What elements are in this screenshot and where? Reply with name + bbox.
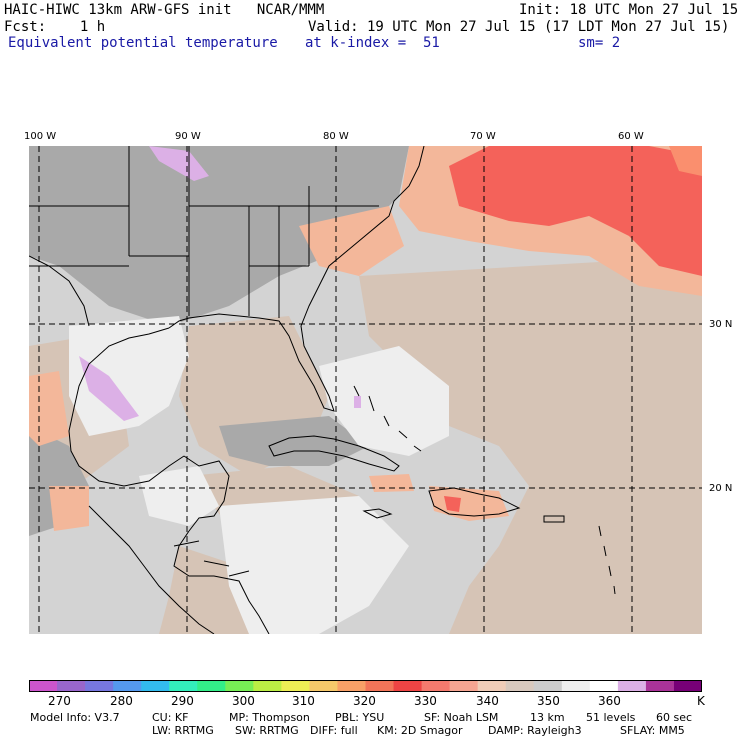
footer-pbl: PBL: YSU <box>335 711 385 724</box>
graticule <box>29 146 702 634</box>
footer-levels: 51 levels <box>586 711 636 724</box>
coast-central-america <box>173 530 270 634</box>
footer-resolution: 13 km <box>530 711 565 724</box>
coast-cuba <box>268 435 400 472</box>
color-legend <box>29 680 702 692</box>
footer-diff: DIFF: full <box>310 724 358 737</box>
footer-sf: SF: Noah LSM <box>424 711 499 724</box>
footer-timestep: 60 sec <box>656 711 693 724</box>
tan-field-east <box>359 256 702 634</box>
footer-mp: MP: Thompson <box>229 711 310 724</box>
legend-swatch-3 <box>113 680 142 692</box>
legend-label-310: 310 <box>292 694 315 708</box>
coast-us-east <box>168 146 425 412</box>
legend-swatch-7 <box>225 680 254 692</box>
white-field-yucatan <box>139 466 219 526</box>
legend-swatch-4 <box>141 680 170 692</box>
peach-spot-hispaniola <box>429 486 509 521</box>
peach-field-carolinas <box>299 206 404 276</box>
legend-swatch-13 <box>393 680 423 692</box>
smoothing: sm= 2 <box>578 35 621 51</box>
legend-label-340: 340 <box>476 694 499 708</box>
legend-swatch-21 <box>617 680 647 692</box>
legend-swatch-19 <box>561 680 591 692</box>
coast-lesser-antilles <box>598 525 616 595</box>
legend-label-290: 290 <box>171 694 194 708</box>
legend-swatch-11 <box>337 680 366 692</box>
footer-sflay: SFLAY: MM5 <box>620 724 685 737</box>
legend-swatch-8 <box>253 680 282 692</box>
legend-swatch-1 <box>57 680 86 692</box>
legend-label-280: 280 <box>110 694 133 708</box>
field-name: Equivalent potential temperature <box>8 35 278 51</box>
lon-label-90w: 90 W <box>175 131 201 142</box>
legend-swatch-20 <box>589 680 619 692</box>
coast-central-america-pacific <box>88 505 215 634</box>
legend-swatch-6 <box>197 680 226 692</box>
forecast-hour: Fcst: 1 h <box>4 19 106 35</box>
lon-label-60w: 60 W <box>618 131 644 142</box>
border-us-mexico <box>29 255 90 327</box>
peach-spot-southwest <box>49 486 89 531</box>
footer-model-info: Model Info: V3.7 <box>30 711 120 724</box>
coast-hispaniola <box>428 487 521 517</box>
lat-label-30n: 30 N <box>709 319 733 330</box>
coast-yucatan <box>183 455 230 532</box>
salmon-spot-atlantic <box>669 146 702 176</box>
legend-label-350: 350 <box>537 694 560 708</box>
red-core-atlantic <box>449 146 702 276</box>
white-field-gulf <box>69 316 189 436</box>
gray-field-mexico <box>29 426 89 536</box>
coast-bahamas <box>353 385 422 452</box>
legend-label-320: 320 <box>353 694 376 708</box>
coast-gulf <box>68 327 185 487</box>
legend-swatch-15 <box>449 680 479 692</box>
legend-swatch-23 <box>673 680 702 692</box>
legend-swatch-12 <box>365 680 395 692</box>
lat-label-20n: 20 N <box>709 483 733 494</box>
legend-label-330: 330 <box>414 694 437 708</box>
footer-sw: SW: RRTMG <box>235 724 299 737</box>
legend-swatch-22 <box>645 680 675 692</box>
footer-lw: LW: RRTMG <box>152 724 214 737</box>
peach-spot-cuba <box>369 474 414 492</box>
legend-swatch-10 <box>309 680 338 692</box>
coastlines <box>29 146 616 634</box>
legend-unit: K <box>697 694 705 708</box>
valid-time: Valid: 19 UTC Mon 27 Jul 15 (17 LDT Mon … <box>308 19 730 35</box>
footer-km: KM: 2D Smagor <box>377 724 463 737</box>
white-field-caribbean-south <box>219 496 409 634</box>
legend-swatch-16 <box>477 680 507 692</box>
legend-swatch-5 <box>169 680 198 692</box>
plot-title: HAIC-HIWC 13km ARW-GFS init NCAR/MMM <box>4 2 325 18</box>
init-time: Init: 18 UTC Mon 27 Jul 15 <box>519 2 739 18</box>
lon-label-80w: 80 W <box>323 131 349 142</box>
legend-swatch-17 <box>505 680 535 692</box>
legend-swatch-0 <box>29 680 58 692</box>
lon-label-70w: 70 W <box>470 131 496 142</box>
legend-border <box>29 680 702 692</box>
legend-swatch-9 <box>281 680 310 692</box>
legend-swatch-14 <box>421 680 451 692</box>
lavender-streak-north <box>149 146 209 181</box>
state-borders <box>29 146 379 318</box>
footer-damp: DAMP: Rayleigh3 <box>488 724 582 737</box>
borders-central-america <box>173 540 250 577</box>
theta-e-map <box>29 146 702 634</box>
coast-jamaica <box>362 508 393 519</box>
legend-swatch-18 <box>533 680 563 692</box>
legend-label-300: 300 <box>232 694 255 708</box>
red-spot-hispaniola <box>444 496 461 512</box>
lavender-streak-gulf <box>79 356 139 421</box>
legend-label-270: 270 <box>48 694 71 708</box>
coast-puerto-rico <box>543 515 565 523</box>
lon-label-100w: 100 W <box>24 131 57 142</box>
legend-label-360: 360 <box>598 694 621 708</box>
lavender-spot-bahamas <box>354 396 361 408</box>
gray-field-us-north <box>29 146 409 326</box>
model-level: at k-index = 51 <box>305 35 440 51</box>
footer-cu: CU: KF <box>152 711 189 724</box>
legend-swatch-2 <box>85 680 114 692</box>
white-field-bahamas <box>319 346 449 456</box>
